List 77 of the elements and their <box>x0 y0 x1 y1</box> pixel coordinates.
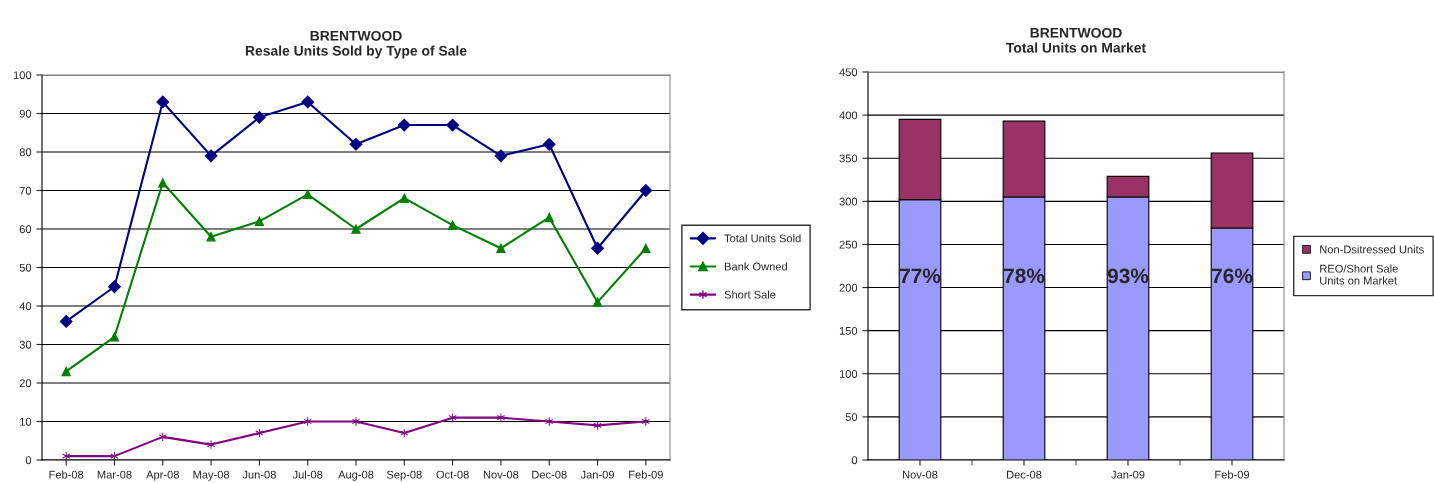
point <box>206 232 216 242</box>
chart-title: BRENTWOOD Resale Units Sold by Type of Sale <box>245 30 467 59</box>
point <box>110 451 119 460</box>
point <box>447 220 458 230</box>
point <box>59 314 73 328</box>
x-tick-label: May-08 <box>193 470 230 481</box>
y-tick-label: 0 <box>851 456 858 465</box>
point <box>156 95 170 109</box>
x-tick-label: Feb-08 <box>49 470 84 479</box>
legend-label: Non-Dsitressed Units <box>1320 245 1424 254</box>
y-tick-label: 0 <box>25 456 32 465</box>
y-tick-label: 10 <box>20 417 32 426</box>
point <box>496 243 506 253</box>
point <box>351 416 361 427</box>
point <box>639 184 653 197</box>
x-tick-label: Mar-08 <box>97 470 132 479</box>
point <box>349 137 363 151</box>
x-tick-label: Feb-09 <box>629 470 663 479</box>
x-tick-label: Sep-08 <box>386 470 422 481</box>
y-tick-label: 50 <box>19 263 32 272</box>
point <box>544 212 554 223</box>
point <box>591 241 604 255</box>
legend-label: Total Units Sold <box>724 234 801 243</box>
point <box>62 451 71 460</box>
point <box>641 243 651 253</box>
legend-label: Bank Owned <box>724 262 787 271</box>
point <box>593 420 602 431</box>
point <box>254 216 265 226</box>
x-tick-label: Jan-09 <box>580 470 614 479</box>
x-tick-label: Oct-08 <box>436 470 469 479</box>
point <box>545 416 554 427</box>
y-tick-label: 70 <box>19 186 32 195</box>
x-tick-label: Jun-08 <box>242 470 276 479</box>
point <box>158 178 168 188</box>
y-tick-label: 50 <box>845 413 858 422</box>
chart-title: BRENTWOOD Total Units on Market <box>1006 27 1146 53</box>
point <box>206 439 216 450</box>
y-tick-label: 90 <box>19 109 32 118</box>
x-tick-label: Dec-08 <box>1007 470 1042 479</box>
y-tick-label: 30 <box>19 340 32 349</box>
x-tick-label: Aug-08 <box>338 470 374 481</box>
x-tick-label: Jan-09 <box>1111 470 1145 479</box>
y-tick-label: 80 <box>19 148 32 157</box>
point <box>301 95 315 109</box>
y-tick-label: 350 <box>839 154 858 163</box>
x-tick-label: Apr-08 <box>146 470 179 481</box>
legend-label: Short Sale <box>724 290 776 299</box>
point <box>592 297 603 307</box>
x-tick-label: Feb-09 <box>1215 470 1250 479</box>
point <box>204 149 218 163</box>
legend-label: REO/Short Sale Units on Market <box>1320 264 1398 285</box>
point <box>399 193 409 203</box>
y-tick-label: 400 <box>839 111 858 120</box>
point <box>351 224 361 234</box>
y-tick-label: 20 <box>19 379 32 388</box>
y-tick-label: 40 <box>19 302 32 311</box>
y-tick-label: 100 <box>13 71 32 80</box>
point <box>252 110 266 124</box>
point <box>542 137 556 151</box>
x-tick-label: Dec-08 <box>532 470 567 479</box>
y-tick-label: 200 <box>839 283 858 292</box>
point <box>303 189 313 200</box>
y-tick-label: 100 <box>839 370 858 378</box>
point <box>446 118 460 132</box>
x-tick-label: Nov-08 <box>483 470 519 479</box>
point <box>109 332 120 342</box>
y-tick-label: 60 <box>19 225 32 234</box>
y-tick-label: 450 <box>839 68 858 77</box>
point <box>108 280 121 294</box>
y-tick-label: 300 <box>839 197 858 206</box>
y-tick-label: 150 <box>839 326 858 335</box>
point <box>61 366 71 377</box>
x-tick-label: Nov-08 <box>903 470 938 479</box>
y-tick-label: 250 <box>839 240 858 249</box>
point <box>397 118 411 132</box>
point <box>494 149 508 163</box>
x-tick-label: Jul-08 <box>292 470 323 479</box>
